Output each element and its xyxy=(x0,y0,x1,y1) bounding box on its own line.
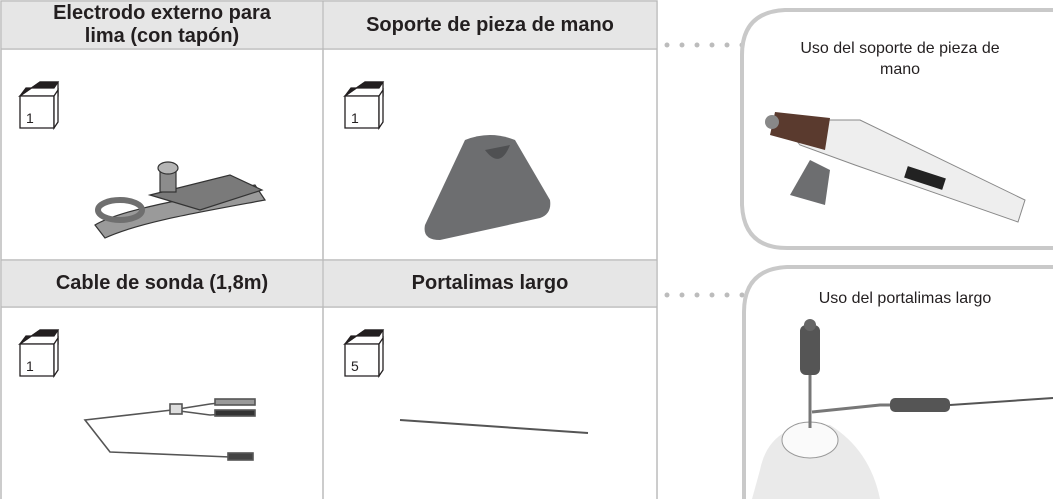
electrode-illustration xyxy=(94,161,267,239)
holder-illustration xyxy=(399,419,589,434)
callout-frames xyxy=(740,8,1053,499)
quantity: 1 xyxy=(26,110,34,126)
callout-text: Uso del soporte de pieza de mano xyxy=(800,40,1000,78)
cell-title: Electrodo externo para lima (con tapón) xyxy=(2,2,322,48)
quantity: 5 xyxy=(351,358,359,374)
cell-title: Portalimas largo xyxy=(324,261,656,306)
handpiece-usage xyxy=(765,112,1026,223)
quantity: 1 xyxy=(26,358,34,374)
holder-usage xyxy=(752,319,1053,499)
stand-illustration xyxy=(424,135,551,240)
cell-title: Soporte de pieza de mano xyxy=(324,2,656,48)
cable-illustration xyxy=(83,398,256,461)
table-grid xyxy=(0,0,658,499)
box-icons xyxy=(17,81,385,379)
connector-dots xyxy=(664,42,745,298)
callout-text: Uso del portalimas largo xyxy=(818,290,992,307)
cell-title: Cable de sonda (1,8m) xyxy=(2,261,322,306)
quantity: 1 xyxy=(351,110,359,126)
